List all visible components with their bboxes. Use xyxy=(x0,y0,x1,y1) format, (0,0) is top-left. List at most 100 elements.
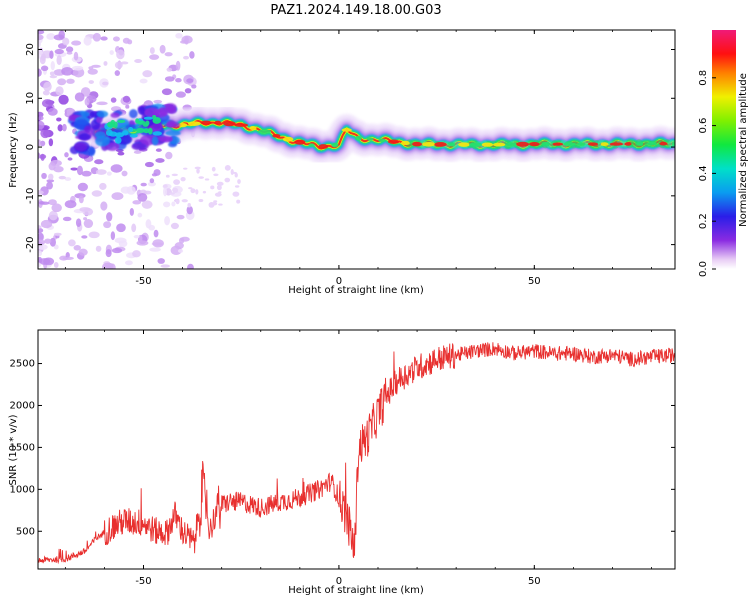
spectrogram-noise-blob xyxy=(64,200,77,209)
spectrogram-noise-blob xyxy=(111,192,124,201)
spectrogram-noise-blob xyxy=(100,36,108,41)
spectrogram-noise-blob xyxy=(149,47,155,54)
spectrogram-noise-blob xyxy=(166,67,173,72)
spectrogram-noise-blob xyxy=(208,202,215,208)
spectrogram-noise-blob xyxy=(66,78,75,84)
spectrogram-noise-blob xyxy=(53,232,62,237)
spectrogram-dense-blob xyxy=(74,142,88,152)
spectrogram-dense-blob xyxy=(144,107,160,118)
spectrogram-ridge-core xyxy=(516,141,529,147)
spectrogram-noise-blob xyxy=(42,90,50,96)
spectrogram-noise-blob xyxy=(62,37,70,46)
spectrogram-noise-blob xyxy=(122,95,131,103)
colorbar-tick-label: 0.0 xyxy=(698,261,709,277)
spectrogram-noise-blob xyxy=(237,179,241,184)
spectrogram-noise-blob xyxy=(106,171,112,176)
spectrogram-noise-blob xyxy=(171,173,178,177)
top-y-ticks: -20 -10 0 10 20 xyxy=(25,43,675,253)
spectrogram-noise-blob xyxy=(164,52,173,57)
spectrogram-noise-blob xyxy=(127,39,133,45)
figure-title: PAZ1.2024.149.18.00.G03 xyxy=(270,3,441,18)
spectrogram-noise-blob xyxy=(56,117,62,122)
spectrogram-noise-blob xyxy=(40,219,53,229)
spectrogram-noise-blob xyxy=(137,192,148,202)
spectrogram-ridge-core xyxy=(234,123,249,127)
spectrogram-noise-blob xyxy=(58,175,67,180)
spectrogram-ridge-core xyxy=(318,144,329,150)
spectrogram-noise-blob xyxy=(165,174,170,178)
spectrogram-noise-blob xyxy=(175,78,182,83)
y-tick-label: 2500 xyxy=(10,359,35,370)
spectrogram-dense-blob xyxy=(96,110,109,118)
spectrogram-noise-blob xyxy=(38,244,48,250)
spectrogram-noise-blob xyxy=(73,51,79,61)
spectrogram-dense-core xyxy=(152,131,163,136)
y-tick-label: -10 xyxy=(25,188,36,204)
spectrogram-noise-blob xyxy=(83,217,88,221)
colorbar-gradient xyxy=(712,30,736,269)
spectrogram-noise-blob xyxy=(133,234,140,239)
spectrogram-noise-blob xyxy=(38,227,44,234)
spectrogram-noise-blob xyxy=(62,123,67,132)
spectrogram-noise-blob xyxy=(43,81,52,92)
spectrogram-ridge-core xyxy=(636,141,644,146)
spectrogram-noise-blob xyxy=(46,181,53,190)
spectrogram-ridge-core xyxy=(671,141,675,147)
spectrogram-noise-blob xyxy=(161,88,173,96)
spectrogram-noise-blob xyxy=(118,240,128,248)
spectrogram-noise-blob xyxy=(38,30,45,35)
spectrogram-noise-blob xyxy=(75,218,82,228)
spectrogram-noise-blob xyxy=(190,188,196,194)
spectrogram-noise-blob xyxy=(145,219,152,229)
spectrogram-ridge-core xyxy=(331,142,339,148)
spectrogram-noise-blob xyxy=(74,92,85,102)
spectrogram-noise-blob xyxy=(48,210,58,221)
spectrogram-noise-blob xyxy=(50,61,55,71)
spectrogram-dense-blob xyxy=(105,142,120,151)
spectrogram-noise-blob xyxy=(170,245,182,256)
spectrogram-noise-blob xyxy=(114,70,121,77)
spectrogram-noise-blob xyxy=(178,249,184,253)
spectrogram-noise-blob xyxy=(81,235,88,239)
spectrogram-noise-blob xyxy=(210,185,215,190)
spectrogram-ridge-core xyxy=(355,135,362,141)
spectrogram-noise-blob xyxy=(111,247,123,254)
spectrogram-noise-blob xyxy=(83,36,92,46)
spectrogram-noise-blob xyxy=(112,36,120,42)
spectrogram-noise-blob xyxy=(48,199,57,206)
spectrogram-noise-blob xyxy=(232,191,240,197)
spectrogram-noise-blob xyxy=(187,203,191,208)
spectrogram-ridge-core xyxy=(378,138,386,143)
spectrogram-noise-blob xyxy=(55,86,64,96)
spectrogram-noise-blob xyxy=(91,190,103,197)
spectrogram-noise-blob xyxy=(51,203,62,213)
x-tick-label: 0 xyxy=(336,576,342,587)
spectrogram-noise-blob xyxy=(131,223,137,233)
y-tick-label: 1000 xyxy=(10,484,35,495)
spectrogram-dense-blob xyxy=(95,116,103,124)
spectrogram-noise-blob xyxy=(196,168,200,174)
spectrogram-ridge-core xyxy=(492,142,506,147)
spectrogram-ridge-core xyxy=(481,142,494,147)
spectrogram-noise-blob xyxy=(186,78,194,83)
bottom-x-ticks: -50 0 50 xyxy=(64,330,652,587)
top-y-axis-label: Frequency (Hz) xyxy=(8,112,19,188)
spectrogram-noise-blob xyxy=(38,115,44,121)
spectrogram-noise-blob xyxy=(58,94,69,105)
spectrogram-noise-blob xyxy=(78,248,88,256)
spectrogram-noise-blob xyxy=(57,78,67,86)
spectrogram-noise-blob xyxy=(54,48,64,55)
spectrogram-noise-blob xyxy=(176,214,185,220)
top-x-axis-label: Height of straight line (km) xyxy=(288,285,424,296)
spectrogram-noise-blob xyxy=(183,167,188,170)
spectrogram-noise-blob xyxy=(57,124,63,132)
spectrogram-noise-blob xyxy=(38,120,45,130)
spectrogram-noise-blob xyxy=(105,249,112,258)
spectrogram-noise-blob xyxy=(117,151,125,156)
spectrogram-noise-blob xyxy=(141,200,153,209)
spectrogram-noise-blob xyxy=(77,182,88,192)
spectrogram-ridge-core xyxy=(223,121,236,127)
spectrogram-ridge-core xyxy=(308,143,315,147)
spectrogram-noise-blob xyxy=(109,50,114,55)
